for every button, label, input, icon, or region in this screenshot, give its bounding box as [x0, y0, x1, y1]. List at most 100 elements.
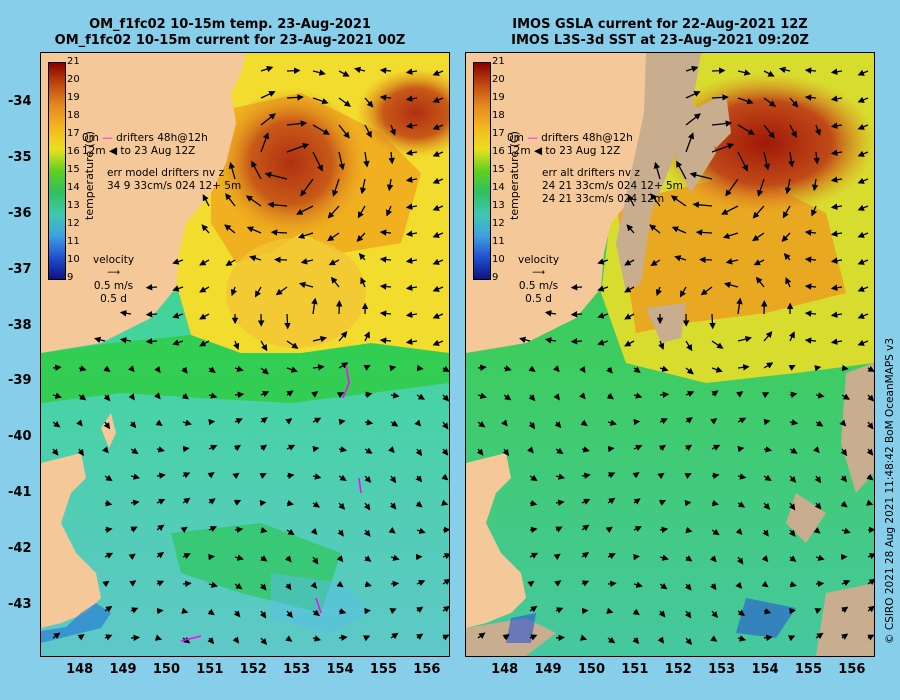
current-arrow	[208, 553, 215, 561]
current-arrow	[432, 69, 444, 76]
current-arrow	[363, 331, 370, 342]
current-arrow	[606, 392, 615, 400]
current-arrow	[789, 124, 797, 139]
current-arrow	[529, 552, 539, 559]
left-velocity-label: velocity	[93, 254, 135, 266]
right-lon-tick-label: 151	[621, 662, 649, 677]
current-arrow	[259, 473, 267, 479]
current-arrow	[442, 578, 449, 586]
current-arrow	[389, 502, 397, 510]
current-arrow	[579, 365, 586, 374]
current-arrow	[632, 471, 640, 479]
current-arrow	[199, 340, 210, 347]
current-arrow	[763, 474, 772, 481]
current-arrow	[202, 194, 210, 207]
current-arrow	[312, 501, 321, 508]
cool-water-patch	[271, 573, 371, 633]
right-colorbar-tick-label: 14	[492, 182, 505, 193]
current-arrow	[839, 419, 847, 427]
current-arrow	[207, 637, 215, 645]
current-arrow	[804, 229, 817, 236]
current-arrow	[857, 150, 869, 157]
current-arrow	[405, 176, 418, 183]
current-arrow	[130, 634, 140, 642]
land-mainland-north	[41, 53, 246, 253]
land-tasmania	[41, 453, 101, 628]
current-arrow	[711, 67, 726, 74]
current-arrow	[788, 502, 796, 511]
warm-eddy-north	[216, 88, 366, 238]
current-arrow	[234, 582, 243, 590]
current-arrow	[336, 392, 345, 399]
arrow-marker-icon: ◀	[533, 145, 543, 157]
right-title-line2: IMOS L3S-3d SST at 23-Aug-2021 09:20Z	[511, 33, 809, 48]
current-arrow	[390, 420, 399, 427]
current-arrow	[379, 283, 392, 290]
right-legend-0m-prefix: 0m	[507, 132, 524, 144]
current-arrow	[737, 445, 745, 453]
current-arrow	[658, 610, 666, 618]
current-arrow	[286, 340, 299, 349]
current-arrow	[633, 526, 642, 532]
left-velocity-days: 0.5 d	[100, 293, 127, 305]
left-colorbar-tick-label: 19	[67, 92, 80, 103]
current-arrow	[312, 473, 322, 480]
current-arrow	[607, 472, 616, 479]
current-arrow	[710, 635, 718, 642]
current-arrow	[581, 498, 591, 505]
current-arrow	[607, 419, 617, 426]
current-arrow	[286, 499, 294, 507]
current-arrow	[659, 365, 669, 372]
current-arrow	[778, 66, 791, 74]
current-arrow	[711, 528, 720, 536]
current-arrow	[364, 97, 374, 108]
current-arrow	[857, 231, 869, 238]
right-lon-tick-label: 148	[491, 662, 519, 677]
current-arrow	[737, 364, 750, 371]
current-arrow	[527, 446, 534, 454]
current-arrow	[364, 391, 373, 398]
current-arrow	[857, 312, 869, 319]
current-arrow	[405, 122, 418, 129]
right-lon-tick-label: 149	[534, 662, 562, 677]
current-arrow	[432, 204, 444, 211]
current-arrow	[867, 394, 874, 402]
current-arrow	[260, 637, 268, 646]
lat-tick-label: -40	[8, 429, 32, 445]
lat-tick-label: -41	[8, 485, 32, 501]
left-err-line1: err model drifters nv z	[107, 167, 225, 179]
current-arrow	[405, 95, 418, 102]
current-arrow	[130, 607, 139, 614]
left-map-panel	[40, 52, 450, 657]
right-sst-map	[466, 53, 874, 656]
left-lon-tick-label: 153	[283, 662, 311, 677]
current-arrow	[208, 418, 216, 426]
current-arrow	[579, 634, 588, 641]
current-arrow	[781, 232, 791, 242]
current-arrow	[857, 258, 869, 265]
current-arrow	[156, 472, 166, 479]
left-err-line2: 34 9 33cm/s 024 12+ 5m	[107, 180, 242, 192]
current-arrow	[737, 501, 746, 508]
current-arrow	[379, 94, 392, 101]
right-velocity-key: velocity ⟶ 0.5 m/s 0.5 d	[518, 254, 559, 306]
current-arrow	[650, 259, 661, 266]
current-arrow	[529, 526, 538, 534]
current-arrow	[476, 448, 484, 456]
current-arrow	[182, 580, 192, 588]
current-arrow	[841, 364, 849, 372]
left-colorbar-tick-label: 13	[67, 200, 80, 211]
current-arrow	[659, 526, 669, 533]
current-arrow	[685, 132, 695, 153]
current-arrow	[104, 500, 113, 507]
current-arrow	[633, 498, 641, 505]
credit-text: © CSIRO 2021 28 Aug 2021 11:48:42 BoM Oc…	[884, 337, 896, 644]
current-arrow	[363, 529, 371, 537]
current-arrow	[633, 418, 641, 426]
current-arrow	[763, 502, 771, 510]
current-arrow	[379, 337, 392, 344]
current-arrow	[570, 338, 583, 345]
right-colorbar-tick-label: 13	[492, 200, 505, 211]
current-arrow	[840, 475, 848, 483]
current-arrow	[866, 499, 874, 506]
